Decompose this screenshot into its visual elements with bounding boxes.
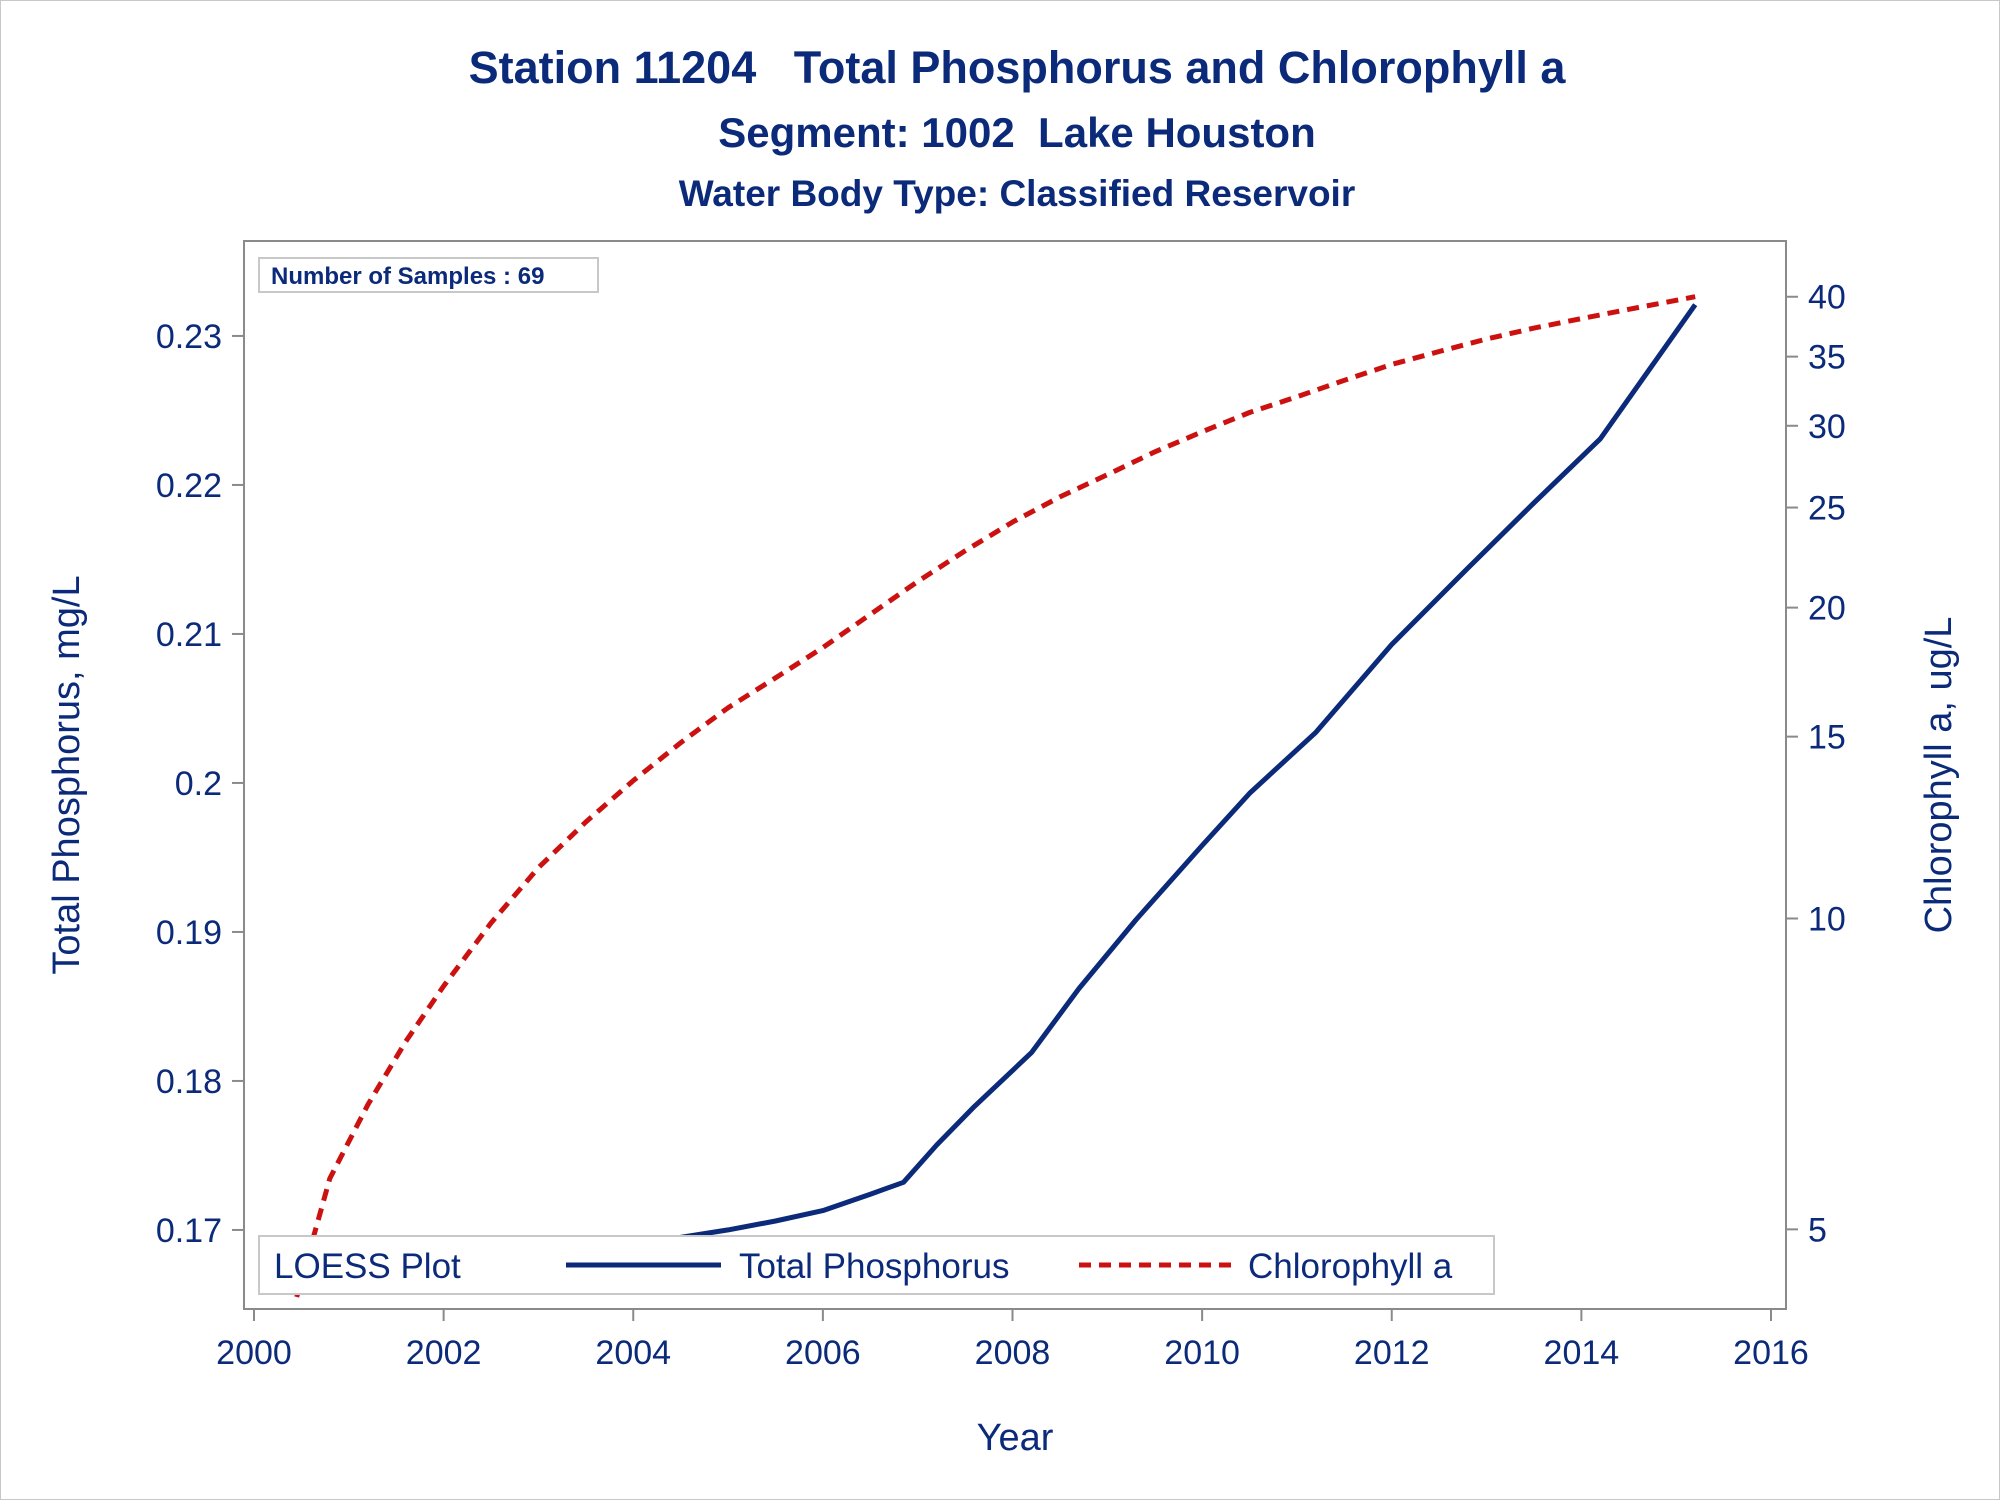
plot-area — [243, 240, 1787, 1310]
legend-box — [258, 1235, 1495, 1295]
x-tick-label: 2004 — [595, 1334, 671, 1372]
x-tick-label: 2008 — [975, 1334, 1051, 1372]
x-axis-label: Year — [977, 1417, 1054, 1459]
chart-title: Station 11204 Total Phosphorus and Chlor… — [469, 42, 1567, 93]
series-line-total-phosphorus — [296, 303, 1698, 1294]
x-tick-label: 2014 — [1544, 1334, 1620, 1372]
chart-subtitle-waterbody: Water Body Type: Classified Reservoir — [679, 173, 1355, 214]
y-left-tick-label: 0.18 — [156, 1063, 222, 1101]
sample-count-text: Number of Samples : 69 — [271, 263, 544, 290]
y-right-tick-label: 5 — [1808, 1211, 1827, 1249]
y-left-tick-label: 0.22 — [156, 467, 222, 505]
y-left-tick-label: 0.19 — [156, 914, 222, 952]
y-axis-right-label: Chlorophyll a, ug/L — [1918, 617, 1960, 934]
x-tick-label: 2016 — [1733, 1334, 1809, 1372]
sample-count-box — [258, 257, 599, 293]
y-right-tick-label: 20 — [1808, 590, 1846, 628]
series-layer — [294, 294, 1698, 1298]
x-tick-label: 2010 — [1164, 1334, 1240, 1372]
y-left-tick-label: 0.2 — [175, 765, 222, 803]
legend-label-total-phosphorus: Total Phosphorus — [739, 1247, 1009, 1286]
y-axis-left-label: Total Phosphorus, mg/L — [46, 575, 88, 974]
chart-subtitle-segment: Segment: 1002 Lake Houston — [718, 109, 1316, 156]
legend-label-chlorophyll-a: Chlorophyll a — [1248, 1247, 1453, 1286]
x-tick-label: 2002 — [406, 1334, 482, 1372]
x-axis: 2000 2002 2004 2006 2008 2010 2012 2014 2016 — [216, 1309, 1809, 1372]
y-right-tick-label: 30 — [1808, 408, 1846, 446]
x-tick-label: 2000 — [216, 1334, 292, 1372]
y-axis-right: 5 10 15 20 25 30 35 40 — [1786, 279, 1846, 1249]
y-right-tick-label: 25 — [1808, 490, 1846, 528]
legend-title: LOESS Plot — [274, 1247, 461, 1286]
x-tick-label: 2012 — [1354, 1334, 1430, 1372]
y-right-tick-label: 15 — [1808, 719, 1846, 757]
legend: LOESS Plot Total Phosphorus Chlorophyll … — [258, 1235, 1495, 1295]
y-left-tick-label: 0.23 — [156, 318, 222, 356]
y-left-tick-label: 0.21 — [156, 616, 222, 654]
y-left-tick-label: 0.17 — [156, 1212, 222, 1250]
y-right-tick-label: 35 — [1808, 339, 1846, 377]
series-line-chlorophyll-a — [294, 294, 1696, 1298]
y-right-tick-label: 40 — [1808, 279, 1846, 317]
y-right-tick-label: 10 — [1808, 900, 1846, 938]
y-axis-left: 0.17 0.18 0.19 0.2 0.21 0.22 0.23 — [156, 318, 244, 1250]
x-tick-label: 2006 — [785, 1334, 861, 1372]
